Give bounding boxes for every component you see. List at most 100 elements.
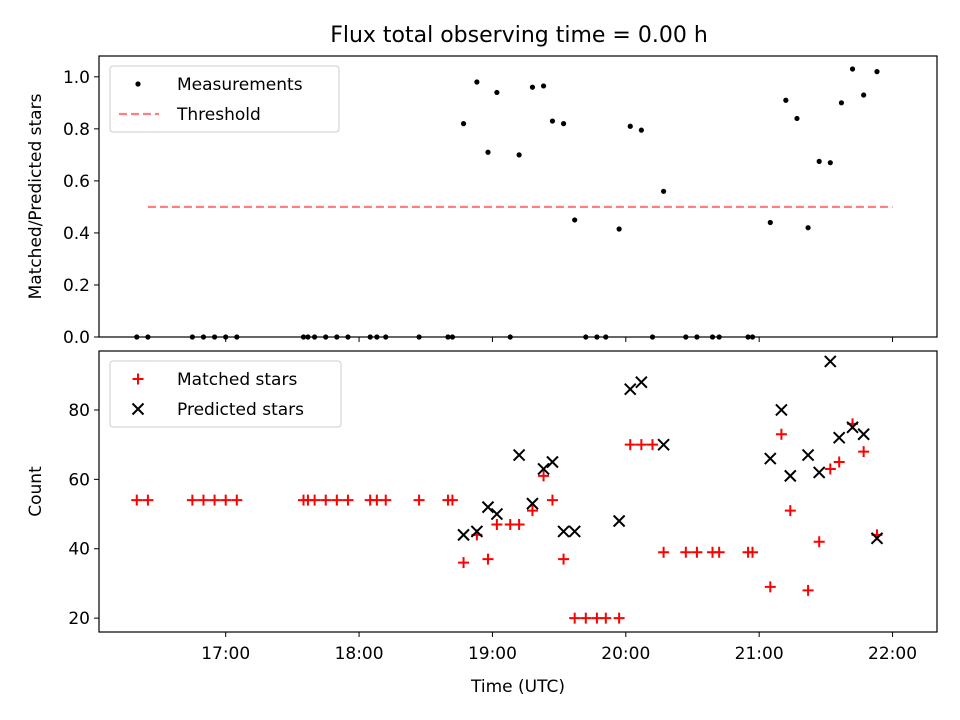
data-point bbox=[512, 448, 526, 462]
data-point bbox=[491, 518, 503, 530]
y-tick-label: 0.4 bbox=[63, 224, 90, 244]
data-point bbox=[616, 226, 622, 232]
data-point bbox=[827, 160, 833, 166]
data-point bbox=[458, 557, 470, 569]
data-point bbox=[513, 518, 525, 530]
y-tick-label: 0.6 bbox=[63, 172, 90, 192]
legend-label: Matched stars bbox=[177, 370, 297, 390]
data-point bbox=[783, 97, 789, 103]
data-point bbox=[824, 355, 837, 368]
data-point bbox=[713, 546, 725, 558]
data-point bbox=[764, 581, 776, 593]
data-point bbox=[638, 127, 644, 133]
data-point bbox=[572, 217, 578, 223]
data-point bbox=[838, 100, 845, 106]
data-point bbox=[560, 121, 567, 127]
y-axis-label: Count bbox=[26, 466, 46, 517]
data-point bbox=[220, 494, 232, 506]
y-tick-label: 0.2 bbox=[63, 276, 90, 296]
data-point bbox=[816, 158, 822, 164]
data-point bbox=[209, 494, 221, 506]
x-tick-label: 17:00 bbox=[201, 644, 250, 664]
data-point bbox=[635, 439, 647, 451]
data-point bbox=[538, 470, 550, 482]
axes-frame bbox=[98, 55, 938, 338]
count-panel: 17:00 18:00 19:00 20:00 21:00 22:00 20 40 60 80 Co… bbox=[26, 350, 938, 697]
data-point bbox=[658, 546, 670, 558]
data-point bbox=[380, 494, 392, 506]
data-point bbox=[857, 428, 870, 441]
data-point bbox=[627, 123, 633, 129]
data-point bbox=[813, 536, 825, 548]
x-tick-label: 19:00 bbox=[468, 644, 517, 664]
data-point bbox=[747, 546, 759, 558]
x-tick-label: 21:00 bbox=[735, 644, 784, 664]
data-point bbox=[460, 121, 467, 127]
data-point bbox=[613, 612, 625, 624]
data-point bbox=[569, 612, 581, 624]
x-tick-label: 22:00 bbox=[868, 644, 917, 664]
data-point bbox=[764, 452, 777, 465]
data-point bbox=[331, 494, 343, 506]
data-point bbox=[549, 118, 556, 124]
legend: Measurements Threshold bbox=[109, 65, 340, 133]
legend-box bbox=[109, 360, 342, 428]
legend-box bbox=[109, 65, 340, 133]
data-point bbox=[481, 500, 495, 514]
legend-swatch bbox=[135, 81, 141, 87]
data-point bbox=[413, 494, 425, 506]
data-point bbox=[635, 376, 648, 389]
series-predicted-stars bbox=[457, 355, 884, 545]
x-tick-label: 20:00 bbox=[601, 644, 650, 664]
data-point bbox=[546, 494, 558, 506]
data-point bbox=[540, 83, 547, 89]
data-point bbox=[474, 79, 480, 85]
data-point bbox=[485, 149, 491, 155]
data-point bbox=[833, 456, 845, 468]
x-axis-label: Time (UTC) bbox=[470, 677, 565, 697]
data-point bbox=[794, 115, 800, 122]
data-point bbox=[558, 553, 570, 565]
data-point bbox=[470, 525, 484, 538]
legend-label: Measurements bbox=[177, 75, 303, 95]
data-point bbox=[131, 494, 143, 506]
data-point bbox=[526, 505, 538, 517]
data-point bbox=[624, 439, 636, 451]
ratio-panel: 0.0 0.2 0.4 0.6 0.8 1.0 Matched/Predicted star… bbox=[26, 55, 938, 348]
y-tick-label: 20 bbox=[68, 609, 90, 629]
data-point bbox=[600, 612, 612, 624]
y-tick-label: 0.8 bbox=[63, 120, 90, 140]
data-point bbox=[775, 403, 788, 417]
data-point bbox=[142, 494, 154, 506]
data-point bbox=[784, 505, 796, 517]
data-point bbox=[805, 225, 811, 231]
data-point bbox=[457, 528, 470, 542]
data-point bbox=[320, 494, 332, 506]
data-point bbox=[870, 532, 884, 545]
data-point bbox=[846, 421, 859, 434]
data-point bbox=[231, 494, 243, 506]
data-point bbox=[537, 462, 550, 476]
data-point bbox=[197, 494, 209, 506]
data-point bbox=[691, 546, 703, 558]
data-point bbox=[446, 494, 458, 506]
data-point bbox=[494, 89, 500, 96]
data-point bbox=[482, 553, 494, 565]
data-point bbox=[557, 525, 570, 538]
data-point bbox=[646, 439, 658, 451]
data-point bbox=[580, 612, 592, 624]
data-point bbox=[490, 507, 504, 521]
data-point bbox=[624, 382, 637, 396]
y-tick-label: 1.0 bbox=[63, 68, 90, 88]
y-tick-label: 60 bbox=[68, 470, 90, 490]
legend-swatch bbox=[131, 402, 145, 416]
data-point bbox=[660, 188, 667, 194]
data-point bbox=[858, 446, 870, 458]
data-point bbox=[516, 152, 522, 158]
legend-label: Predicted stars bbox=[177, 400, 304, 420]
data-point bbox=[546, 455, 559, 469]
y-tick-label: 80 bbox=[68, 401, 90, 421]
x-tick-label: 18:00 bbox=[335, 644, 384, 664]
data-point bbox=[824, 463, 836, 475]
